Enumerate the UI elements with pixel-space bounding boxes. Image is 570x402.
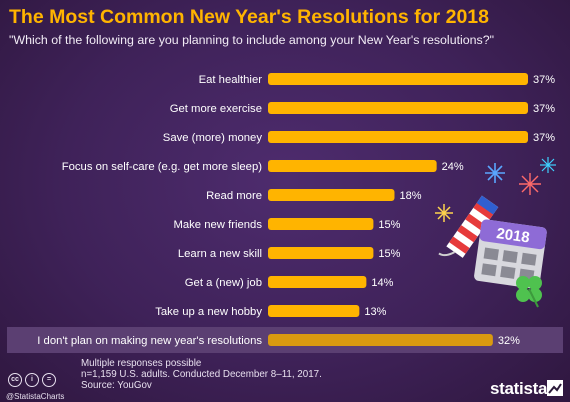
value-label: 24%	[442, 161, 464, 173]
bar	[268, 218, 374, 230]
bar	[268, 305, 360, 317]
spark-icon	[435, 204, 453, 222]
bar	[268, 131, 528, 143]
footnote-sample: n=1,159 U.S. adults. Conducted December …	[81, 369, 322, 380]
license-icons[interactable]: cc i =	[8, 373, 68, 389]
footer-notes: Multiple responses possible n=1,159 U.S.…	[81, 358, 322, 391]
category-label: Get more exercise	[170, 103, 262, 115]
bar	[268, 276, 367, 288]
chart-subtitle: "Which of the following are you planning…	[9, 33, 495, 47]
category-label: Make new friends	[173, 219, 262, 231]
bar	[268, 160, 437, 172]
footnote-multiple: Multiple responses possible	[81, 358, 202, 369]
value-label: 13%	[364, 306, 386, 318]
statista-logo-text[interactable]: statista	[490, 379, 548, 398]
value-label: 32%	[498, 335, 520, 347]
value-label: 15%	[378, 248, 400, 260]
value-label: 37%	[533, 103, 555, 115]
firework-icon	[485, 163, 505, 183]
category-label: I don't plan on making new year's resolu…	[37, 335, 262, 347]
category-label: Learn a new skill	[178, 248, 262, 260]
statista-logo-icon	[547, 380, 563, 396]
value-label: 18%	[399, 190, 421, 202]
clover-icon	[516, 276, 542, 308]
bar	[268, 189, 395, 201]
category-label: Read more	[206, 190, 262, 202]
value-label: 14%	[371, 277, 393, 289]
bar	[268, 102, 528, 114]
firecracker-icon	[438, 195, 499, 258]
category-label: Get a (new) job	[185, 277, 262, 289]
bar	[268, 247, 374, 259]
category-label: Focus on self-care (e.g. get more sleep)	[62, 161, 263, 173]
chart-title: The Most Common New Year's Resolutions f…	[9, 6, 489, 28]
cc-icon: cc	[8, 373, 22, 387]
source-label[interactable]: Source: YouGov	[81, 380, 152, 391]
attribution-icon: i	[25, 373, 39, 387]
bar	[268, 334, 493, 346]
value-label: 15%	[378, 219, 400, 231]
category-label: Save (more) money	[163, 132, 263, 144]
no-derivatives-icon: =	[42, 373, 56, 387]
category-label: Take up a new hobby	[155, 306, 262, 318]
bar	[268, 73, 528, 85]
new-year-decoration: 2018	[435, 157, 556, 308]
calendar-label: 2018	[495, 225, 530, 246]
value-label: 37%	[533, 132, 555, 144]
twitter-handle[interactable]: @StatistaCharts	[6, 392, 65, 401]
firework-icon	[540, 157, 556, 173]
category-label: Eat healthier	[199, 74, 263, 86]
firework-icon	[519, 173, 541, 195]
calendar-icon: 2018	[474, 219, 547, 289]
value-label: 37%	[533, 74, 555, 86]
